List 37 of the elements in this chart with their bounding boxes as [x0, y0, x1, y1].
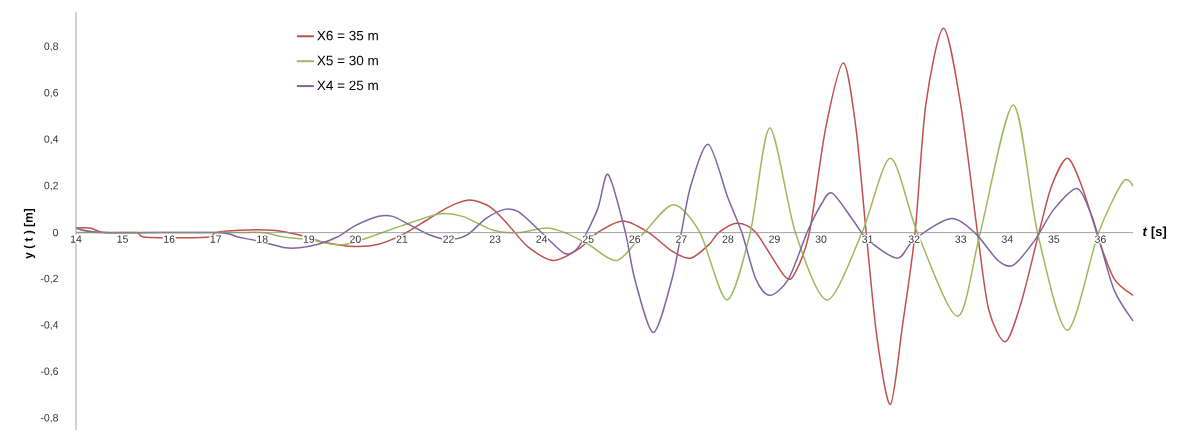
x-tick-label: 36 — [1094, 235, 1106, 243]
y-tick-label: -0,8 — [40, 414, 59, 423]
y-axis-title: y ( t ) [m] — [23, 208, 36, 259]
x-tick-label: 25 — [582, 235, 594, 243]
y-tick-label: -0,2 — [40, 274, 58, 284]
x-tick-label: 23 — [489, 235, 501, 243]
x-tick-label: 28 — [722, 235, 734, 243]
x-tick-label: 29 — [769, 235, 780, 243]
x-tick-label: 24 — [536, 235, 548, 243]
x-tick-label: 17 — [210, 235, 221, 243]
x-tick-label: 32 — [908, 235, 920, 243]
x-tick-label: 31 — [862, 235, 873, 243]
y-tick-label: 0,4 — [44, 135, 59, 145]
x-tick-label: 22 — [443, 235, 454, 243]
x-tick-label: 20 — [350, 235, 361, 243]
x-tick-label: 33 — [955, 235, 967, 243]
y-tick-label: 0,2 — [44, 181, 58, 191]
legend-label: X4 = 25 m — [317, 80, 378, 91]
x-tick-label: 18 — [257, 235, 268, 243]
y-tick-label: 0,6 — [44, 88, 59, 98]
y-tick-label: -0,4 — [40, 321, 59, 330]
legend-label: X5 = 30 m — [317, 55, 378, 66]
x-axis-title: t [s] — [1143, 226, 1167, 239]
y-tick-label: 0 — [53, 228, 59, 237]
x-tick-label: 21 — [396, 235, 408, 243]
x-tick-label: 26 — [629, 235, 641, 243]
y-tick-label: 0,8 — [44, 42, 59, 52]
x-tick-label: 35 — [1048, 235, 1060, 243]
x-tick-label: 15 — [117, 235, 128, 243]
x-tick-label: 16 — [164, 235, 175, 243]
x-tick-label: 34 — [1001, 235, 1013, 243]
x-tick-label: 19 — [303, 235, 315, 243]
legend-label: X6 = 35 m — [317, 30, 378, 41]
x-tick-label: 14 — [70, 235, 82, 243]
x-tick-label: 30 — [815, 235, 827, 243]
y-tick-label: -0,6 — [40, 367, 59, 377]
x-tick-label: 27 — [676, 235, 687, 243]
